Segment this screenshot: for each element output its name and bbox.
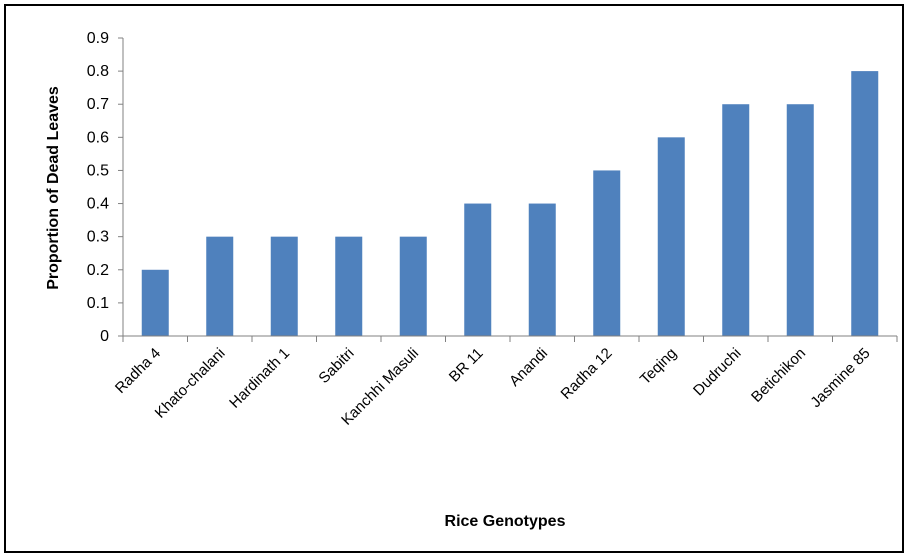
y-tick-label: 0.9 (87, 30, 109, 47)
x-category-label: Radha 12 (558, 345, 616, 403)
x-category-label: Teqing (637, 345, 680, 388)
bar-br-11 (464, 203, 492, 336)
y-tick-label: 0.5 (87, 162, 109, 179)
bar-radha-12 (593, 170, 621, 336)
bar-teqing (657, 137, 685, 336)
y-axis-title: Proportion of Dead Leaves (45, 86, 62, 290)
bar-hardinath-1 (270, 236, 298, 336)
x-category-label: Anandi (506, 345, 551, 390)
x-axis-title: Rice Genotypes (445, 513, 566, 530)
x-category-label: Jasmine 85 (807, 345, 873, 411)
bar-sabitri (335, 236, 363, 336)
x-category-label: BR 11 (446, 345, 487, 386)
bar-jasmine-85 (851, 71, 879, 336)
x-category-label: Radha 4 (112, 345, 164, 397)
y-tick-label: 0 (100, 328, 109, 345)
x-axis-ticks (122, 336, 898, 342)
y-tick-label: 0.2 (87, 262, 109, 279)
y-tick-label: 0.8 (87, 63, 109, 80)
bar-radha-4 (141, 269, 169, 336)
y-tick-label: 0.3 (87, 229, 109, 246)
bar-betichikon (786, 104, 814, 336)
bar-khato-chalani (206, 236, 234, 336)
bar-dudruchi (722, 104, 750, 336)
y-axis-ticks: 0 0.1 0.2 0.3 0.4 0.5 0.6 0.7 0.8 0.9 (87, 30, 123, 345)
y-tick-label: 0.7 (87, 96, 109, 113)
bar-kanchhi-masuli (399, 236, 427, 336)
y-tick-label: 0.1 (87, 295, 109, 312)
x-category-label: Betichikon (748, 345, 809, 406)
x-category-label: Hardinath 1 (226, 345, 293, 412)
bar-anandi (528, 203, 556, 336)
x-category-label: Dudruchi (690, 345, 744, 399)
y-tick-label: 0.4 (87, 196, 109, 213)
y-tick-label: 0.6 (87, 129, 109, 146)
bars-group (141, 71, 879, 336)
x-category-label: Sabitri (315, 345, 357, 387)
